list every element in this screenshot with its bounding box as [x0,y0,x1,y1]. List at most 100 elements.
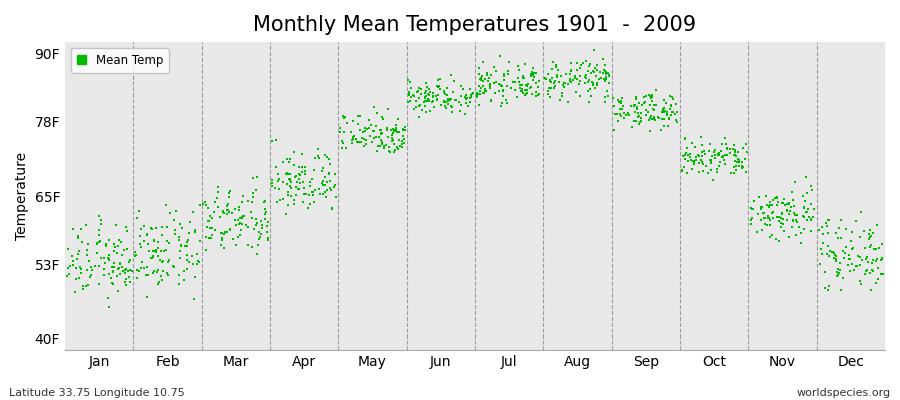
Point [130,275,144,282]
Point [258,206,273,212]
Point [426,90,440,96]
Point [788,212,802,218]
Point [643,115,657,121]
Point [144,225,158,231]
Point [751,211,765,218]
Point [182,259,196,266]
Point [150,267,165,273]
Point [814,250,829,257]
Point [387,127,401,134]
Point [579,72,593,78]
Point [320,179,334,185]
Point [374,127,388,134]
Point [279,210,293,217]
Point [205,224,220,231]
Point [373,127,387,133]
Point [548,83,562,89]
Text: worldspecies.org: worldspecies.org [796,388,891,398]
Point [572,81,587,87]
Point [525,84,539,90]
Point [868,280,883,286]
Point [147,238,161,244]
Point [854,209,868,215]
Point [289,183,303,190]
Point [732,157,746,164]
Point [248,222,263,228]
Point [554,73,568,79]
Point [541,91,555,97]
Point [146,270,160,276]
Point [475,90,490,96]
Point [180,239,194,245]
Point [787,203,801,209]
Point [412,85,427,92]
Point [374,137,388,143]
Point [668,110,682,117]
Point [298,164,312,171]
Point [328,170,343,177]
Point [123,279,138,285]
Point [598,67,612,74]
Point [846,245,860,251]
Point [563,78,578,85]
Point [92,213,106,219]
Point [151,253,166,260]
Point [481,70,495,77]
Point [831,235,845,241]
Point [862,244,877,250]
Point [76,282,90,289]
Point [111,288,125,294]
Point [526,70,541,76]
Point [691,153,706,160]
Point [230,234,245,240]
Point [657,123,671,130]
Point [464,94,478,100]
Point [215,235,230,241]
Point [582,86,597,92]
Point [176,277,191,284]
Point [783,208,797,214]
Point [431,92,446,98]
Point [190,260,204,267]
Point [220,229,235,235]
Point [508,87,523,94]
Point [92,213,106,219]
Point [678,135,692,142]
Point [363,133,377,139]
Point [666,96,680,102]
Point [695,149,709,155]
Point [747,198,761,204]
Point [396,126,410,132]
Point [772,214,787,220]
Point [800,190,814,196]
Point [122,274,136,280]
Point [854,280,868,287]
Point [511,75,526,81]
Point [857,228,871,234]
Point [483,81,498,88]
Point [584,70,598,77]
Point [836,248,850,254]
Point [245,199,259,206]
Point [281,171,295,178]
Point [607,127,621,133]
Point [786,197,800,203]
Point [372,134,386,140]
Point [484,98,499,104]
Point [137,238,151,244]
Point [295,164,310,170]
Point [470,90,484,96]
Point [228,206,242,212]
Point [146,254,160,260]
Point [473,76,488,82]
Point [584,93,598,99]
Point [541,71,555,78]
Point [254,231,268,237]
Point [149,247,164,254]
Point [875,241,889,247]
Point [548,62,562,68]
Point [794,240,808,246]
Point [292,170,306,177]
Point [148,248,163,254]
Point [796,204,811,210]
